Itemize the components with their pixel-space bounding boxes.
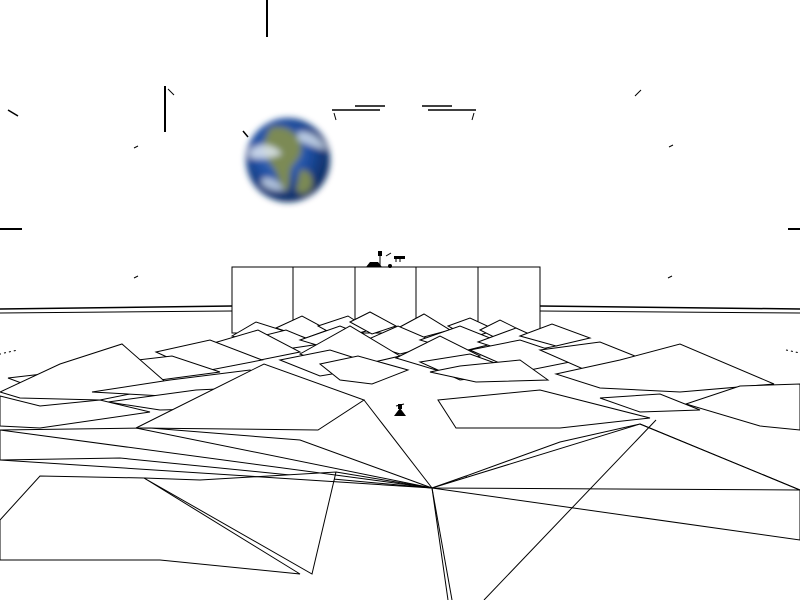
terrain-near-left [0,343,433,575]
right-small-tick [668,144,674,148]
left-diagonal-tick [7,109,19,117]
hud-overlay [0,0,800,355]
left-marker-tick [167,88,175,96]
right-diagonal-tick [634,89,642,97]
small-tick [133,275,139,279]
earth-globe-icon [246,118,330,202]
small-tick [667,275,673,279]
ship-icon[interactable] [394,403,406,416]
terrain-near-right [429,343,800,541]
crosshair-icon [332,105,476,121]
small-tick [133,145,139,149]
antenna-icon [366,251,405,268]
planet-tick [242,130,249,138]
terrain-wedge-lines [0,399,800,600]
horizon-lines [0,305,800,314]
horizon-marker-icon [0,349,800,355]
